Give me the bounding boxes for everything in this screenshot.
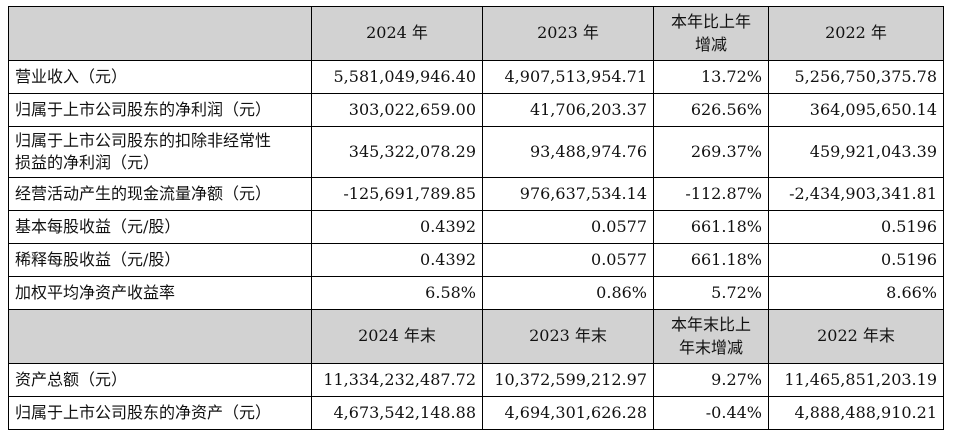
value-change: 5.72%: [653, 276, 769, 310]
header-year-2022: 2022 年: [768, 6, 944, 61]
metric-label: 归属于上市公司股东的净资产（元）: [8, 396, 312, 430]
metric-label: 经营活动产生的现金流量净额（元）: [8, 177, 312, 211]
header-blank-cell: [8, 309, 312, 364]
value-2024: -125,691,789.85: [311, 177, 483, 211]
value-change: 626.56%: [653, 93, 769, 127]
value-2022: 5,256,750,375.78: [768, 60, 944, 94]
value-2023: 0.0577: [482, 243, 654, 277]
value-2022: 11,465,851,203.19: [768, 363, 944, 397]
header-blank-cell: [8, 6, 312, 61]
metric-label: 稀释每股收益（元/股）: [8, 243, 312, 277]
value-change: 661.18%: [653, 243, 769, 277]
metric-label: 加权平均净资产收益率: [8, 276, 312, 310]
metric-row-diluted-eps: 稀释每股收益（元/股） 0.4392 0.0577 661.18% 0.5196: [8, 243, 944, 277]
value-2023: 4,694,301,626.28: [482, 396, 654, 430]
metric-row-total-assets: 资产总额（元） 11,334,232,487.72 10,372,599,212…: [8, 363, 944, 397]
value-change: -0.44%: [653, 396, 769, 430]
value-2024: 303,022,659.00: [311, 93, 483, 127]
value-2024: 0.4392: [311, 243, 483, 277]
value-2023: 41,706,203.37: [482, 93, 654, 127]
header-end-2023: 2023 年末: [482, 309, 654, 364]
value-2023: 93,488,974.76: [482, 126, 654, 178]
value-2023: 0.0577: [482, 210, 654, 244]
value-2022: 459,921,043.39: [768, 126, 944, 178]
value-2024: 0.4392: [311, 210, 483, 244]
value-2022: -2,434,903,341.81: [768, 177, 944, 211]
metric-row-net-profit: 归属于上市公司股东的净利润（元） 303,022,659.00 41,706,2…: [8, 93, 944, 127]
value-2024: 11,334,232,487.72: [311, 363, 483, 397]
value-change: 13.72%: [653, 60, 769, 94]
metric-row-basic-eps: 基本每股收益（元/股） 0.4392 0.0577 661.18% 0.5196: [8, 210, 944, 244]
period-end-header-row: 2024 年末 2023 年末 本年末比上 年末增减 2022 年末: [8, 309, 944, 364]
value-2024: 345,322,078.29: [311, 126, 483, 178]
value-2024: 6.58%: [311, 276, 483, 310]
value-2023: 10,372,599,212.97: [482, 363, 654, 397]
header-year-2024: 2024 年: [311, 6, 483, 61]
header-end-2022: 2022 年末: [768, 309, 944, 364]
metric-label: 归属于上市公司股东的净利润（元）: [8, 93, 312, 127]
value-2024: 5,581,049,946.40: [311, 60, 483, 94]
value-2023: 0.86%: [482, 276, 654, 310]
value-change: 269.37%: [653, 126, 769, 178]
period-header-row: 2024 年 2023 年 本年比上年 增减 2022 年: [8, 6, 944, 61]
value-2023: 976,637,534.14: [482, 177, 654, 211]
value-2022: 4,888,488,910.21: [768, 396, 944, 430]
header-end-2024: 2024 年末: [311, 309, 483, 364]
value-change: 9.27%: [653, 363, 769, 397]
value-2022: 0.5196: [768, 210, 944, 244]
metric-label: 基本每股收益（元/股）: [8, 210, 312, 244]
metric-row-weighted-avg-roe: 加权平均净资产收益率 6.58% 0.86% 5.72% 8.66%: [8, 276, 944, 310]
value-2022: 8.66%: [768, 276, 944, 310]
metric-row-net-profit-excl-nonrecurring: 归属于上市公司股东的扣除非经常性 损益的净利润（元） 345,322,078.2…: [8, 126, 944, 178]
value-change: 661.18%: [653, 210, 769, 244]
financial-summary-table: 2024 年 2023 年 本年比上年 增减 2022 年 营业收入（元） 5,…: [8, 6, 944, 430]
metric-row-operating-cash-flow: 经营活动产生的现金流量净额（元） -125,691,789.85 976,637…: [8, 177, 944, 211]
value-2022: 364,095,650.14: [768, 93, 944, 127]
header-end-change: 本年末比上 年末增减: [653, 309, 769, 364]
header-yoy-change: 本年比上年 增减: [653, 6, 769, 61]
metric-row-net-assets: 归属于上市公司股东的净资产（元） 4,673,542,148.88 4,694,…: [8, 396, 944, 430]
value-2023: 4,907,513,954.71: [482, 60, 654, 94]
header-year-2023: 2023 年: [482, 6, 654, 61]
metric-label: 营业收入（元）: [8, 60, 312, 94]
metric-row-revenue: 营业收入（元） 5,581,049,946.40 4,907,513,954.7…: [8, 60, 944, 94]
metric-label: 归属于上市公司股东的扣除非经常性 损益的净利润（元）: [8, 126, 312, 178]
metric-label: 资产总额（元）: [8, 363, 312, 397]
value-change: -112.87%: [653, 177, 769, 211]
value-2022: 0.5196: [768, 243, 944, 277]
value-2024: 4,673,542,148.88: [311, 396, 483, 430]
